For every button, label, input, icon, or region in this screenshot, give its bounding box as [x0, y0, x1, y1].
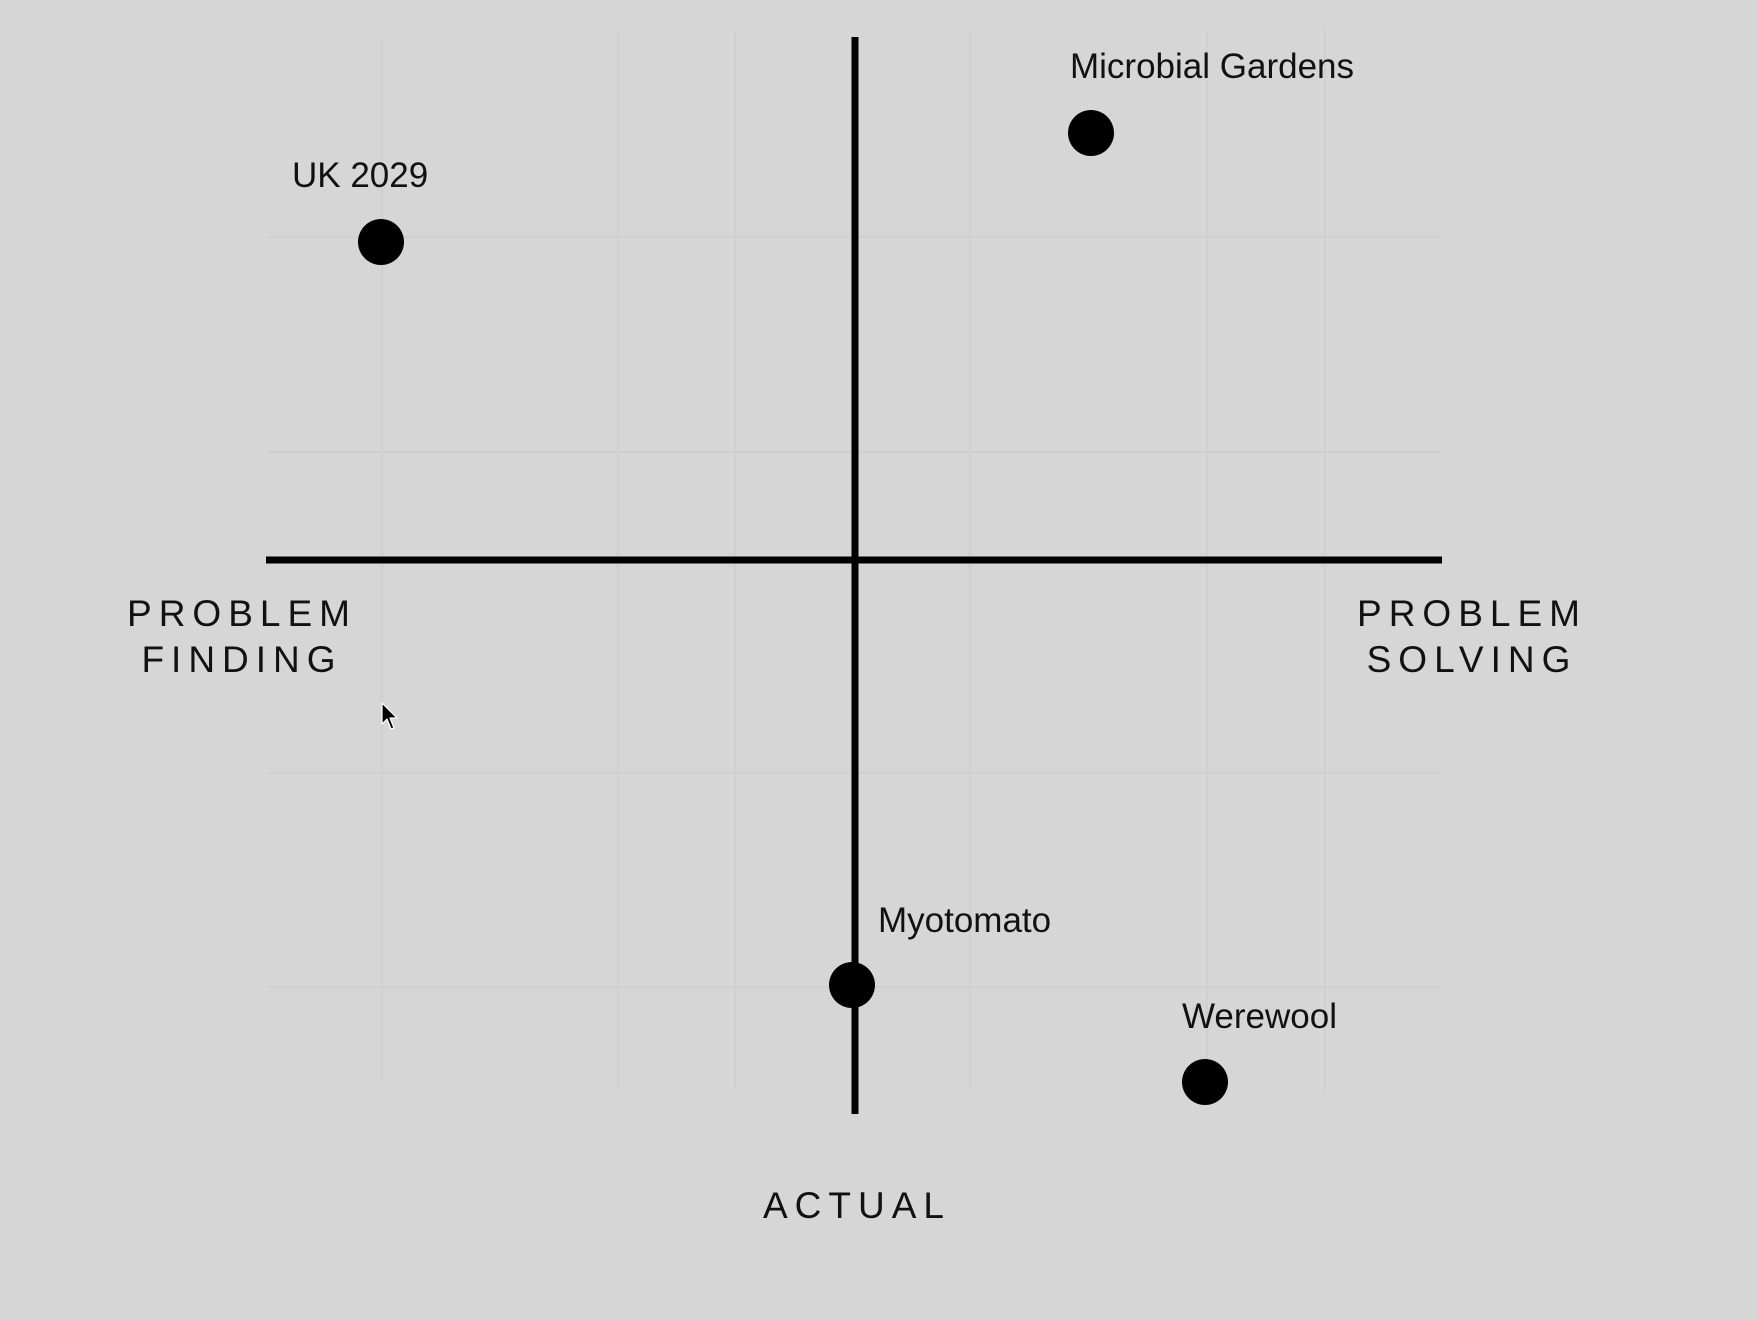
axis-label-actual: ACTUAL — [763, 1185, 951, 1226]
label-microbial-gardens: Microbial Gardens — [1070, 47, 1354, 86]
axis-label-right-line2: SOLVING — [1366, 639, 1578, 680]
point-uk-2029 — [358, 219, 404, 265]
axis-label-left-line2: FINDING — [141, 639, 343, 680]
point-microbial-gardens — [1068, 110, 1114, 156]
label-werewool: Werewool — [1182, 997, 1337, 1036]
axis-label-right-line1: PROBLEM — [1357, 593, 1587, 634]
point-werewool — [1182, 1059, 1228, 1105]
label-myotomato: Myotomato — [878, 901, 1052, 940]
mouse-pointer-icon — [381, 702, 398, 730]
axis-label-problem-finding: PROBLEM FINDING — [120, 591, 364, 683]
axis-label-problem-solving: PROBLEM SOLVING — [1350, 591, 1594, 683]
point-myotomato — [829, 962, 875, 1008]
label-uk-2029: UK 2029 — [292, 156, 429, 195]
axis-label-left-line1: PROBLEM — [127, 593, 357, 634]
